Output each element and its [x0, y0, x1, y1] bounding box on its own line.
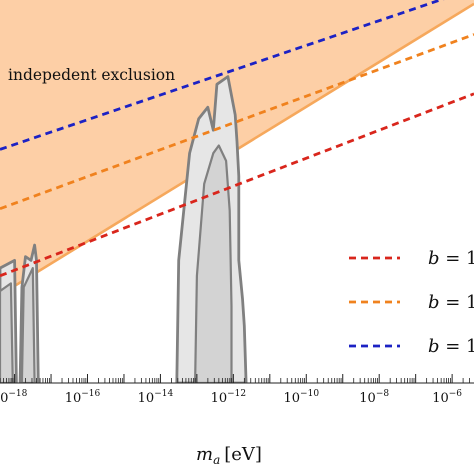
legend-label-var: b — [428, 292, 440, 313]
legend: b = 1b = 1b = 1 — [349, 248, 474, 357]
x-tick-label: 10−12 — [211, 389, 247, 406]
x-tick-label-base: 10 — [284, 391, 301, 406]
x-axis-label-var: m — [196, 444, 213, 465]
x-tick-label-exp: −12 — [227, 389, 246, 399]
x-tick-label-base: 10 — [65, 391, 82, 406]
legend-label-var: b — [428, 248, 440, 269]
x-tick-label-base: 10 — [138, 391, 155, 406]
x-tick-label-base: 10 — [211, 391, 228, 406]
legend-label-rest: = 1 — [440, 336, 474, 357]
exclusion-annotation: indepedent exclusion — [8, 66, 175, 84]
x-tick-label-base: 10 — [432, 391, 449, 406]
x-axis-label-sub: a — [213, 453, 220, 467]
x-tick-label: 10−8 — [359, 389, 389, 406]
x-tick-label-exp: −10 — [300, 389, 319, 399]
shaded-region-inner-left — [0, 282, 14, 383]
shaded-region-inner-large — [194, 144, 233, 383]
series-line-2 — [0, 33, 474, 211]
x-axis-label: ma [eV] — [196, 444, 262, 467]
shaded-region-inner-mid — [20, 267, 36, 383]
x-tick-label-exp: −16 — [81, 389, 100, 399]
plot-area — [0, 0, 474, 383]
x-tick-label-base: 10 — [359, 391, 376, 406]
x-tick-label: 10−6 — [432, 389, 462, 406]
x-tick-label-exp: −14 — [154, 389, 173, 399]
x-tick-label-exp: −8 — [376, 389, 390, 399]
legend-label-rest: = 1 — [440, 248, 474, 269]
x-tick-label: 10−16 — [65, 389, 101, 406]
legend-label-1: b = 1 — [428, 248, 474, 269]
legend-label-3: b = 1 — [428, 336, 474, 357]
x-tick-label: 10−14 — [138, 389, 174, 406]
x-tick-label: 10−18 — [0, 389, 28, 406]
legend-label-2: b = 1 — [428, 292, 474, 313]
series-line-1 — [0, 92, 474, 278]
x-tick-label-exp: −6 — [449, 389, 463, 399]
legend-label-rest: = 1 — [440, 292, 474, 313]
legend-label-var: b — [428, 336, 440, 357]
x-tick-label-exp: −18 — [8, 389, 27, 399]
x-tick-label-base: 10 — [0, 391, 8, 406]
x-tick-label: 10−10 — [284, 389, 320, 406]
x-axis-label-unit: [eV] — [224, 444, 262, 465]
